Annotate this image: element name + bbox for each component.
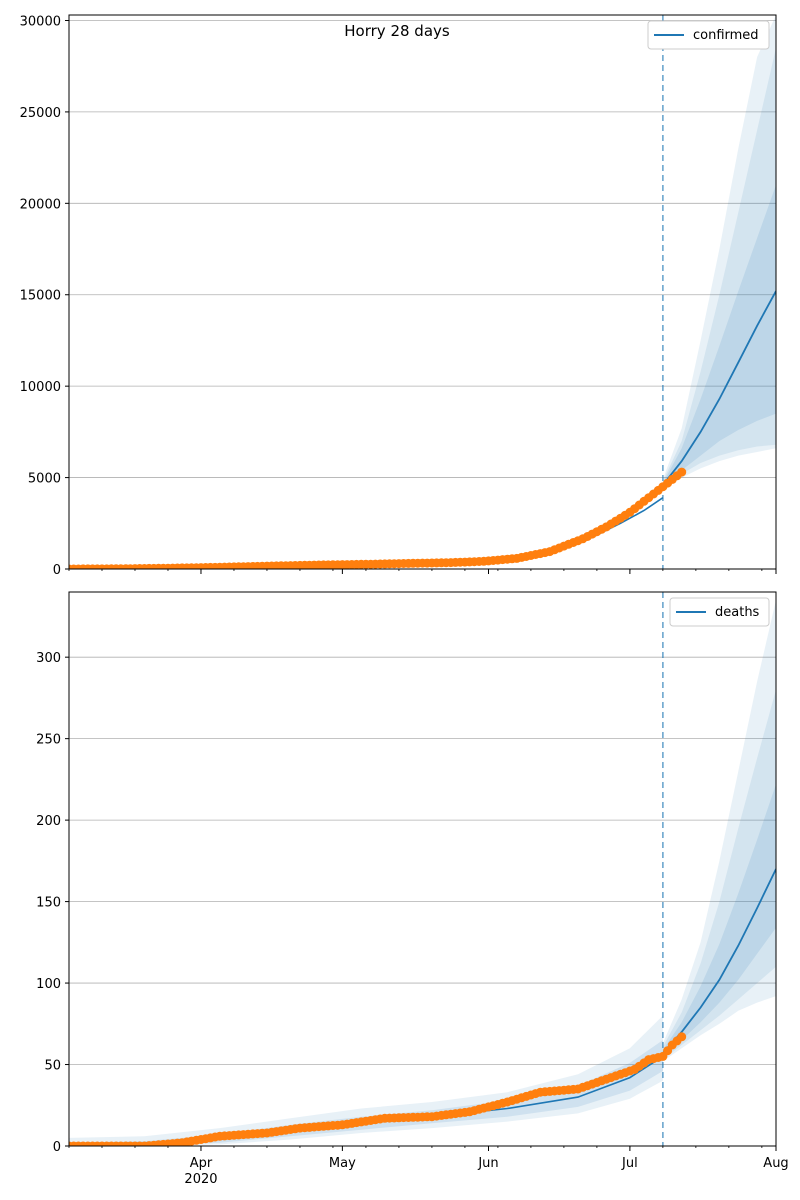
observed-point: [677, 1032, 687, 1042]
y-axis: 0 50 100 150 200 250 300: [36, 651, 69, 1155]
y-tick-label: 20000: [20, 197, 61, 212]
plot-area: [69, 15, 776, 569]
forecast-band: [662, 689, 776, 1060]
y-tick-label: 15000: [20, 289, 61, 304]
plot-frame: [68, 14, 777, 570]
legend-label: confirmed: [693, 28, 759, 43]
legend: deaths: [669, 597, 770, 627]
x-tick-label: May: [329, 1156, 356, 1171]
y-tick-label: 150: [36, 896, 61, 911]
y-tick-label: 5000: [28, 472, 61, 487]
observed-point: [677, 467, 687, 477]
legend: confirmed: [647, 20, 770, 50]
plot-frame: [68, 591, 777, 1147]
y-tick-label: 0: [53, 563, 61, 578]
y-tick-label: 0: [53, 1140, 61, 1155]
x-tick-label: Apr: [190, 1156, 213, 1171]
y-tick-label: 100: [36, 977, 61, 992]
forecast-band: [662, 784, 776, 1057]
forecast-band: [662, 185, 776, 487]
y-tick-label: 25000: [20, 106, 61, 121]
forecast-band: [662, 600, 776, 1062]
confirmed-panel: 0 5000 10000 15000 20000 25000 30000 Horry 28 …: [20, 14, 777, 578]
y-tick-label: 200: [36, 814, 61, 829]
chart-title: Horry 28 days: [344, 22, 450, 40]
forecast-band: [662, 47, 776, 489]
y-tick-label: 300: [36, 651, 61, 666]
y-tick-label: 250: [36, 733, 61, 748]
x-tick-label: Jun: [477, 1156, 498, 1171]
y-tick-label: 50: [44, 1059, 61, 1074]
y-gridlines: [69, 656, 776, 1147]
plot-area: [69, 592, 776, 1146]
y-tick-label: 10000: [20, 380, 61, 395]
legend-box: [669, 597, 770, 627]
legend-label: deaths: [715, 605, 760, 620]
y-axis: 0 5000 10000 15000 20000 25000 30000: [20, 14, 69, 578]
x-tick-label: Aug: [763, 1156, 788, 1171]
legend-box: [647, 20, 770, 50]
forecast-median-line: [662, 290, 776, 486]
model-fit-line: [69, 497, 664, 569]
model-outer-band: [69, 1015, 663, 1146]
y-tick-label: 30000: [20, 14, 61, 29]
forecast-median-line: [662, 868, 776, 1054]
x-tick-label: Jul: [621, 1156, 638, 1171]
forecast-band: [662, 15, 776, 491]
x-axis: [68, 569, 777, 574]
y-gridlines: [69, 20, 776, 570]
x-tick-sublabel: 2020: [184, 1172, 217, 1187]
